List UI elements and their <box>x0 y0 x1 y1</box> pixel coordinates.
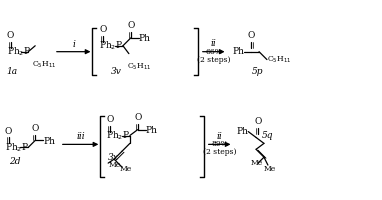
Text: O: O <box>31 124 39 133</box>
Text: iii: iii <box>76 132 85 141</box>
Text: Ph$_2$P: Ph$_2$P <box>6 45 31 58</box>
Text: Me: Me <box>250 159 262 167</box>
Text: (2 steps): (2 steps) <box>203 148 236 156</box>
Text: 3v: 3v <box>111 67 121 76</box>
Text: Ph$_2$P: Ph$_2$P <box>106 129 130 142</box>
Text: ii: ii <box>211 39 217 48</box>
Text: 89%: 89% <box>211 140 228 148</box>
Text: O: O <box>100 25 107 34</box>
Text: Ph$_2$P: Ph$_2$P <box>99 40 123 52</box>
Text: O: O <box>254 117 262 126</box>
Text: O: O <box>127 21 134 30</box>
Text: C$_5$H$_{11}$: C$_5$H$_{11}$ <box>32 60 57 70</box>
Text: Ph: Ph <box>232 47 244 56</box>
Text: O: O <box>5 127 12 136</box>
Text: Ph: Ph <box>236 127 248 136</box>
Text: O: O <box>107 115 114 124</box>
Text: C$_5$H$_{11}$: C$_5$H$_{11}$ <box>127 62 152 72</box>
Text: Ph: Ph <box>139 34 151 43</box>
Text: ii: ii <box>217 132 222 141</box>
Text: 5p: 5p <box>251 67 263 76</box>
Text: Ph: Ph <box>146 126 158 135</box>
Text: Ph$_2$P: Ph$_2$P <box>5 141 29 154</box>
Text: 2d: 2d <box>9 157 20 166</box>
Text: Ph: Ph <box>43 137 55 146</box>
Text: O: O <box>7 31 14 40</box>
Text: 1a: 1a <box>6 67 17 76</box>
Text: 3x: 3x <box>108 153 118 162</box>
Text: C$_5$H$_{11}$: C$_5$H$_{11}$ <box>267 54 291 65</box>
Text: i: i <box>72 40 75 49</box>
Text: Me: Me <box>264 165 276 173</box>
Text: (2 steps): (2 steps) <box>197 56 230 64</box>
Text: Me: Me <box>120 165 132 173</box>
Text: Me: Me <box>108 161 120 169</box>
Text: 5q: 5q <box>262 131 274 140</box>
Text: 66%: 66% <box>205 48 222 56</box>
Text: O: O <box>248 31 255 40</box>
Text: O: O <box>134 113 141 122</box>
